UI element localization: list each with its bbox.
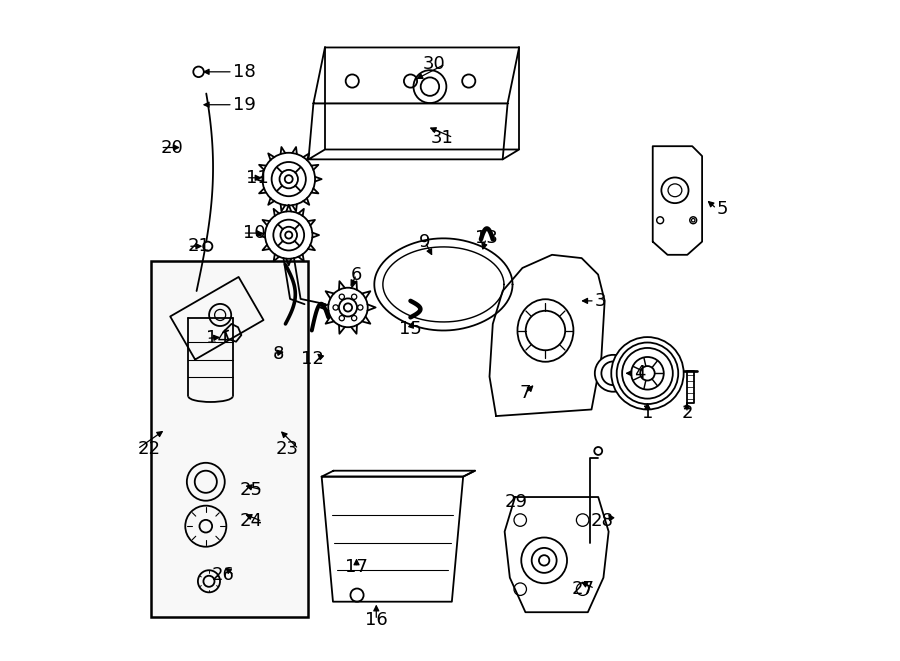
Text: 27: 27	[572, 580, 595, 598]
Text: 13: 13	[475, 229, 498, 247]
Text: 19: 19	[233, 96, 256, 114]
Text: 9: 9	[419, 233, 431, 251]
Text: 1: 1	[642, 404, 653, 422]
Text: 31: 31	[430, 129, 454, 147]
Text: 23: 23	[275, 440, 299, 458]
Text: 28: 28	[590, 512, 613, 530]
Text: 15: 15	[399, 320, 422, 338]
Circle shape	[595, 355, 632, 392]
Text: 6: 6	[351, 266, 362, 284]
Text: 29: 29	[504, 492, 527, 511]
Bar	[150, 261, 309, 617]
Text: 11: 11	[246, 169, 269, 187]
Text: 4: 4	[634, 364, 645, 382]
Circle shape	[611, 337, 684, 409]
Text: 2: 2	[681, 404, 693, 422]
Text: 5: 5	[716, 200, 728, 217]
Circle shape	[203, 242, 212, 251]
Text: 18: 18	[233, 63, 256, 81]
Text: 7: 7	[520, 384, 531, 402]
Text: 14: 14	[206, 329, 230, 348]
Text: 25: 25	[239, 481, 263, 499]
Text: 16: 16	[364, 611, 388, 629]
Text: 20: 20	[160, 139, 183, 157]
Text: 17: 17	[345, 559, 368, 576]
Text: 12: 12	[301, 350, 324, 368]
Circle shape	[194, 67, 203, 77]
Text: 26: 26	[212, 566, 234, 584]
Text: 30: 30	[423, 55, 446, 73]
Text: 22: 22	[138, 440, 160, 458]
Text: 24: 24	[239, 512, 263, 530]
Text: 10: 10	[243, 224, 266, 242]
Text: 21: 21	[188, 237, 211, 255]
Text: 8: 8	[273, 344, 284, 362]
Text: 3: 3	[595, 292, 607, 310]
